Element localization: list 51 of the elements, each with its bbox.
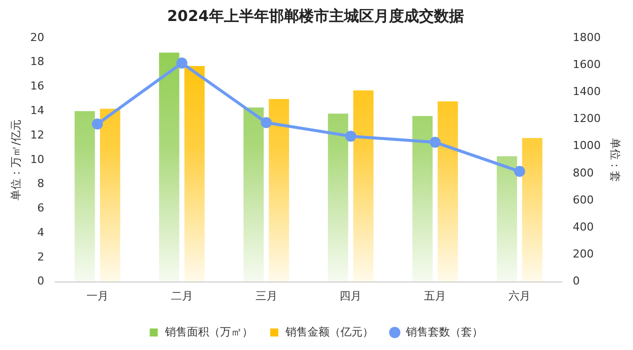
y2-tick-label: 200 xyxy=(572,248,594,261)
legend-label: 销售套数（套） xyxy=(404,325,483,338)
y-tick-label: 8 xyxy=(37,177,44,190)
bar xyxy=(243,107,264,282)
bar xyxy=(184,66,205,282)
bar xyxy=(328,114,348,282)
bar xyxy=(353,90,374,282)
y-tick-label: 4 xyxy=(37,226,44,239)
x-tick-label: 六月 xyxy=(508,289,531,302)
point xyxy=(345,130,356,142)
x-tick-label: 二月 xyxy=(170,289,193,302)
y-tick-label: 14 xyxy=(30,104,44,117)
y2-tick-label: 1800 xyxy=(572,30,601,44)
y2-tick-label: 400 xyxy=(572,220,594,234)
y2-tick-label: 1600 xyxy=(572,58,601,71)
bar xyxy=(496,156,518,282)
point xyxy=(260,117,272,128)
x-tick-label: 四月 xyxy=(340,289,362,302)
y2-tick-label: 1000 xyxy=(572,139,601,152)
point xyxy=(430,136,441,148)
y-tick-label: 6 xyxy=(37,202,44,215)
y-tick-label: 16 xyxy=(30,80,44,93)
chart-title: 2024年上半年邯郸楼市主城区月度成交数据 xyxy=(167,6,464,25)
y-tick-label: 12 xyxy=(30,128,44,142)
bar xyxy=(159,52,180,282)
legend-label: 销售金额（亿元） xyxy=(284,325,374,338)
x-tick-label: 三月 xyxy=(255,289,278,302)
point xyxy=(514,166,526,177)
y2-tick-label: 800 xyxy=(572,166,594,180)
legend-label: 销售面积（万㎡） xyxy=(164,325,253,338)
y2-tick-label: 1200 xyxy=(572,112,601,126)
y-tick-label: 0 xyxy=(37,274,44,288)
y-tick-label: 2 xyxy=(37,250,44,264)
bar xyxy=(438,101,458,282)
bar xyxy=(74,111,95,282)
y2-tick-label: 600 xyxy=(572,193,594,206)
x-tick-label: 一月 xyxy=(86,289,108,302)
bar xyxy=(100,108,120,282)
y-tick-label: 10 xyxy=(30,152,44,166)
bar xyxy=(412,116,433,282)
point xyxy=(176,58,188,69)
y-tick-label: 18 xyxy=(30,55,44,68)
point xyxy=(92,118,103,130)
y-tick-label: 20 xyxy=(30,30,44,44)
y2-axis-title: 单位：套 xyxy=(608,138,622,182)
x-tick-label: 五月 xyxy=(424,289,446,302)
bar xyxy=(268,98,290,282)
y-axis-title: 单位：万㎡/亿元 xyxy=(9,120,22,200)
y2-tick-label: 1400 xyxy=(572,85,601,98)
bar xyxy=(522,138,542,282)
y2-tick-label: 0 xyxy=(572,274,580,288)
